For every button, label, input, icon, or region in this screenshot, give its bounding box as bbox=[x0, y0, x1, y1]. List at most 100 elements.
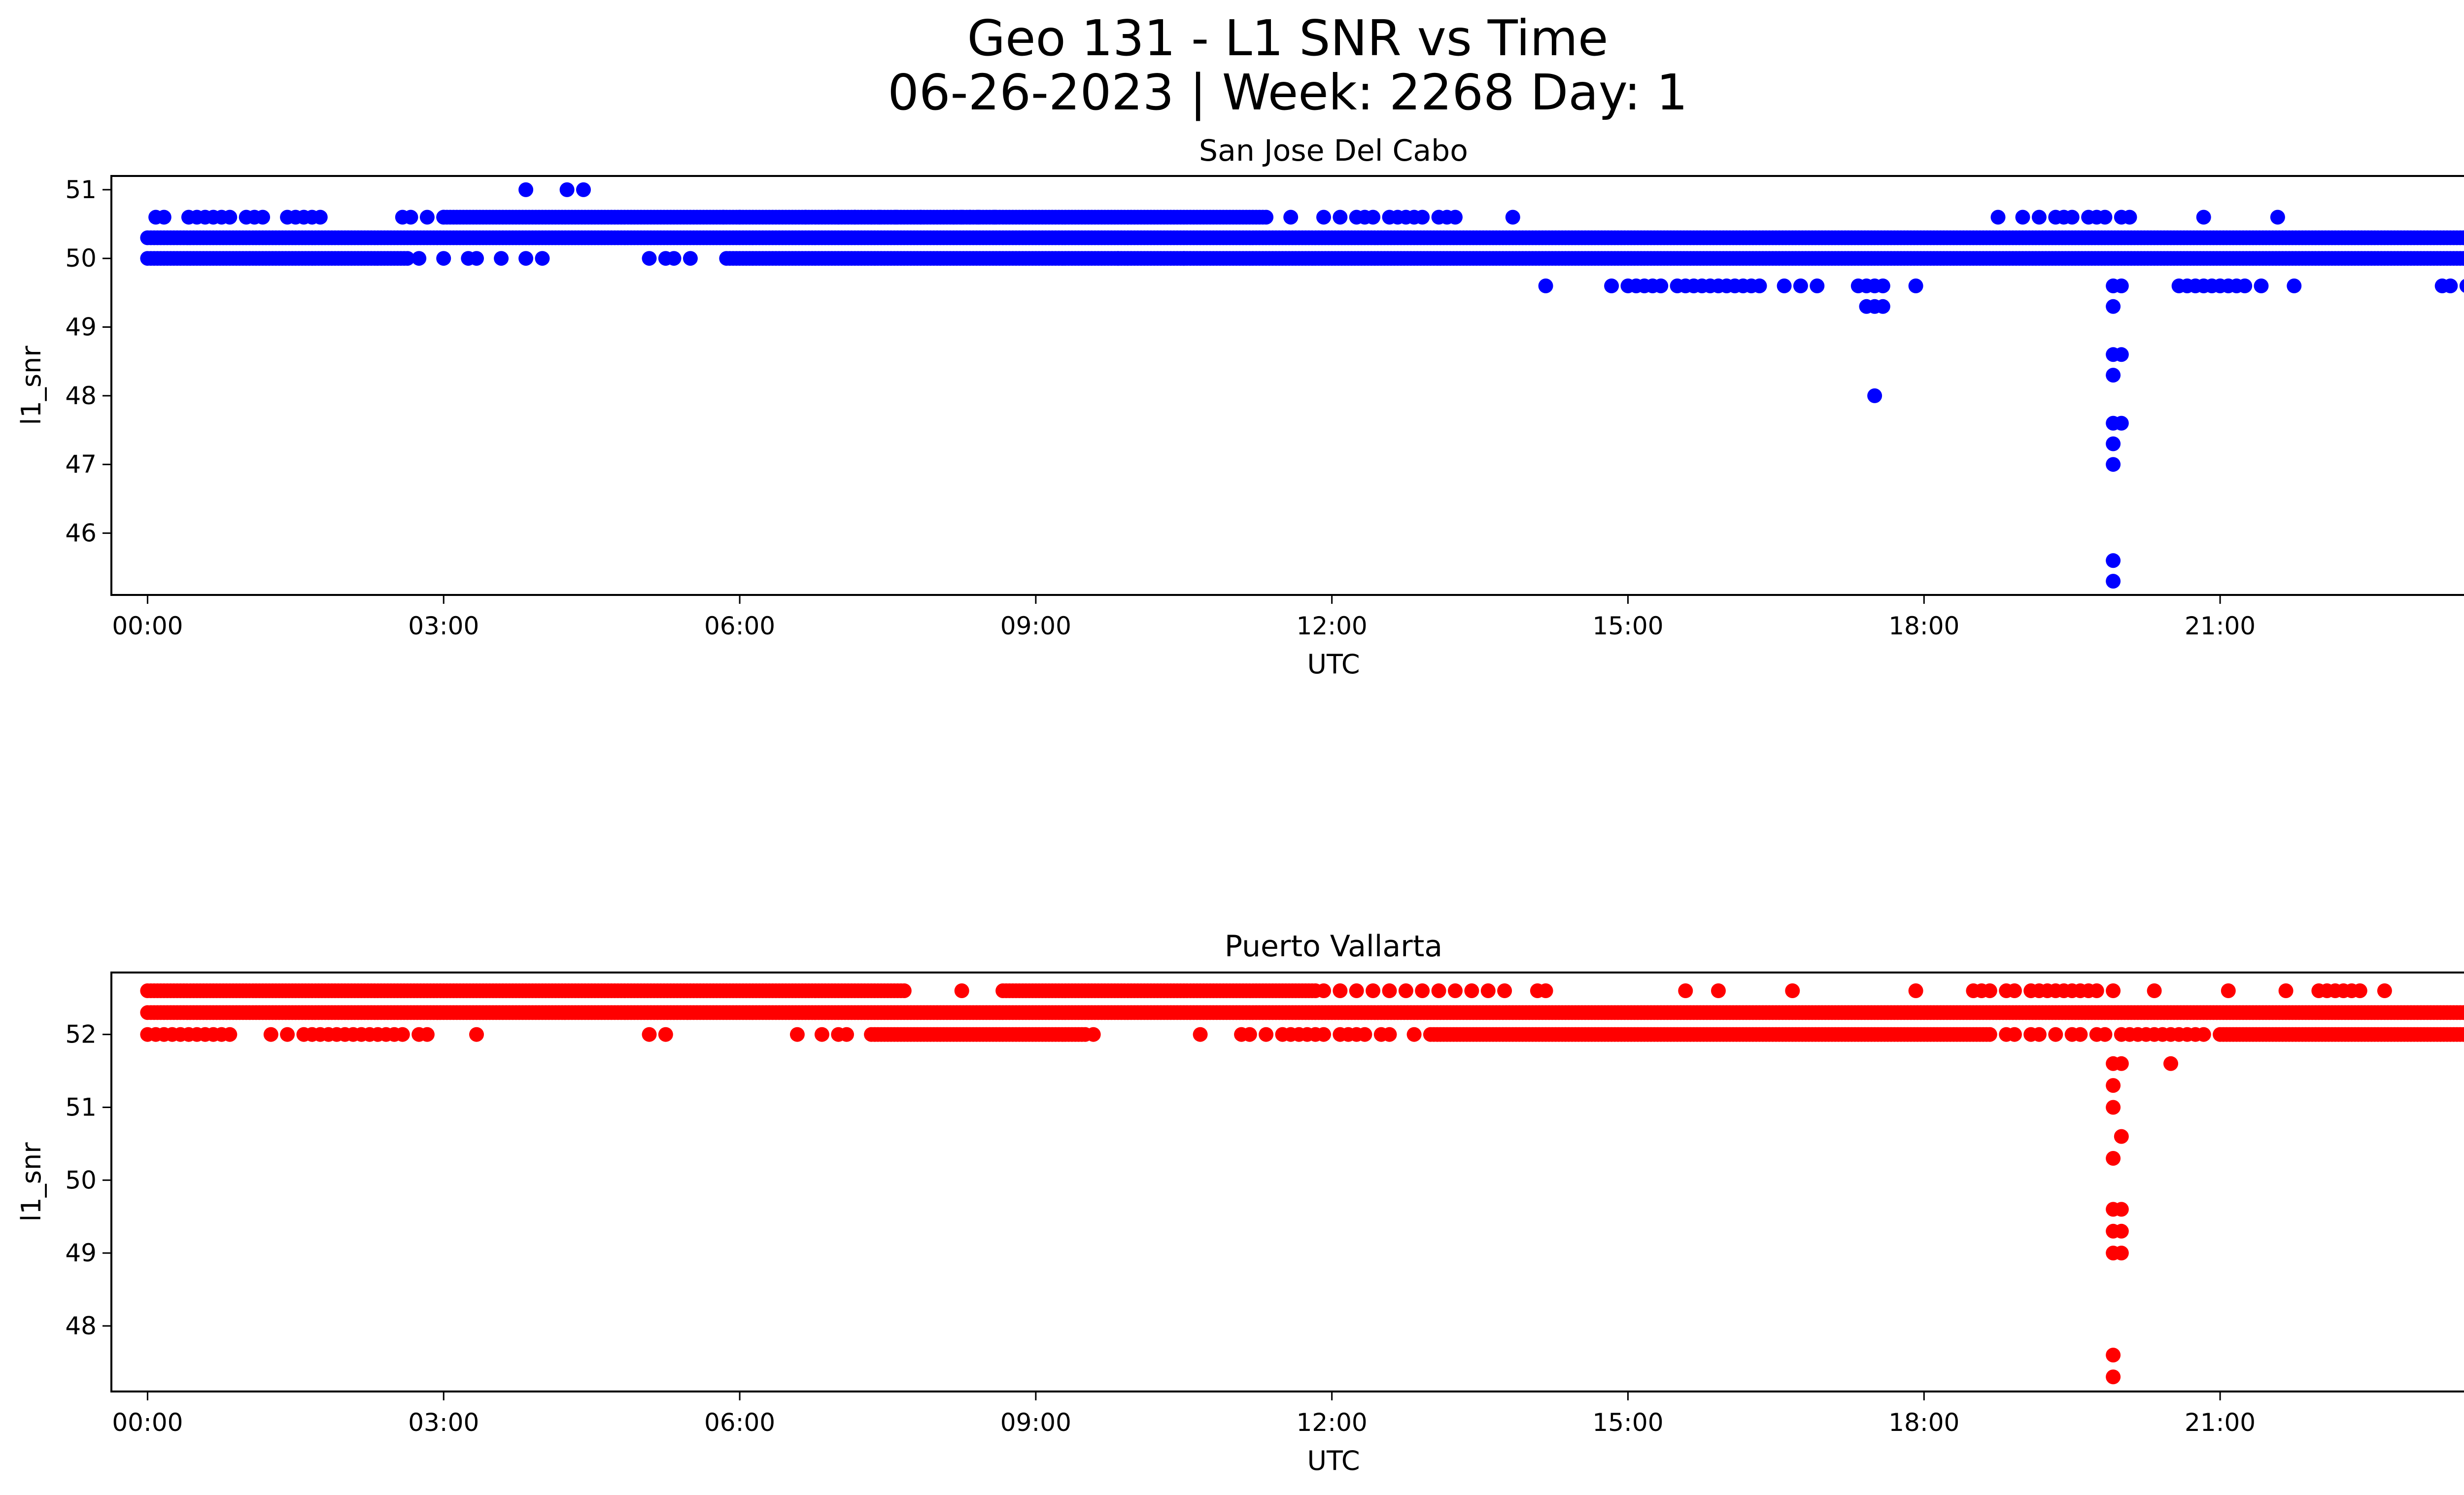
x-tick-label: 06:00 bbox=[704, 1408, 775, 1437]
puerto-vallarta-point bbox=[1982, 1027, 1997, 1042]
puerto-vallarta-point bbox=[1333, 983, 1348, 998]
y-tick-label: 52 bbox=[65, 1020, 97, 1049]
puerto-vallarta-point bbox=[1464, 983, 1479, 998]
san-jose-del-cabo-title: San Jose Del Cabo bbox=[1199, 134, 1468, 168]
san-jose-del-cabo-point bbox=[436, 209, 451, 225]
san-jose-del-cabo-point bbox=[2459, 279, 2464, 293]
san-jose-del-cabo-point bbox=[847, 209, 862, 225]
puerto-vallarta-point bbox=[2106, 983, 2121, 998]
san-jose-del-cabo-point bbox=[222, 209, 238, 225]
puerto-vallarta-point bbox=[1382, 983, 1397, 998]
san-jose-del-cabo-point bbox=[913, 209, 928, 225]
puerto-vallarta-x-label: UTC bbox=[1307, 1445, 1360, 1476]
san-jose-del-cabo-point bbox=[312, 209, 328, 225]
san-jose-del-cabo-point bbox=[2114, 278, 2129, 293]
puerto-vallarta-point bbox=[2352, 983, 2367, 998]
san-jose-del-cabo-point bbox=[518, 251, 534, 266]
y-tick-label: 48 bbox=[65, 382, 97, 410]
san-jose-del-cabo-point bbox=[2015, 209, 2030, 225]
san-jose-del-cabo-point bbox=[1333, 209, 1348, 225]
san-jose-del-cabo-point bbox=[2114, 347, 2129, 362]
x-tick-label: 21:00 bbox=[2185, 1408, 2256, 1437]
san-jose-del-cabo-point bbox=[1867, 388, 1882, 403]
san-jose-del-cabo-point bbox=[518, 182, 534, 197]
puerto-vallarta-point bbox=[814, 1027, 829, 1042]
san-jose-del-cabo-point bbox=[889, 209, 904, 225]
puerto-vallarta-point bbox=[2106, 1100, 2121, 1115]
puerto-vallarta-point bbox=[1316, 1027, 1331, 1042]
san-jose-del-cabo-point bbox=[716, 209, 731, 225]
puerto-vallarta-point bbox=[1785, 983, 1800, 998]
san-jose-del-cabo-point bbox=[419, 209, 435, 225]
san-jose-del-cabo-point bbox=[576, 182, 591, 197]
puerto-vallarta-x-ticks: 00:00 03:00 06:00 09:00 12:00 15:00 18:00 21:00… bbox=[112, 1391, 2256, 1437]
san-jose-del-cabo-point bbox=[1316, 209, 1331, 225]
puerto-vallarta-point bbox=[2114, 1056, 2129, 1071]
san-jose-del-cabo-point bbox=[156, 209, 171, 225]
san-jose-del-cabo-point bbox=[1604, 278, 1619, 293]
san-jose-del-cabo-point bbox=[2106, 368, 2121, 383]
puerto-vallarta-point bbox=[1366, 983, 1381, 998]
puerto-vallarta-point bbox=[1259, 1027, 1274, 1042]
san-jose-del-cabo-point bbox=[2237, 278, 2253, 293]
puerto-vallarta-point bbox=[2221, 983, 2236, 998]
puerto-vallarta-point bbox=[2196, 1027, 2211, 1042]
san-jose-del-cabo-point bbox=[2114, 416, 2129, 431]
y-tick-label: 47 bbox=[65, 450, 97, 479]
x-tick-label: 15:00 bbox=[1592, 1408, 1663, 1437]
san-jose-del-cabo-point bbox=[1875, 278, 1890, 293]
puerto-vallarta-point bbox=[1480, 983, 1496, 998]
san-jose-del-cabo-point bbox=[798, 209, 813, 225]
san-jose-del-cabo-x-label: UTC bbox=[1307, 649, 1360, 680]
puerto-vallarta-point bbox=[1086, 1027, 1101, 1042]
san-jose-del-cabo-point bbox=[987, 209, 1002, 225]
san-jose-del-cabo-point bbox=[1259, 209, 1274, 225]
puerto-vallarta-point bbox=[2089, 983, 2104, 998]
x-tick-label: 00:00 bbox=[112, 612, 183, 640]
x-tick-label: 15:00 bbox=[1592, 612, 1663, 640]
puerto-vallarta-point bbox=[1448, 983, 1463, 998]
puerto-vallarta-point bbox=[954, 983, 969, 998]
y-tick-label: 51 bbox=[65, 175, 97, 204]
san-jose-del-cabo-chart: San Jose Del Cabo 00:00 03:00 06:00 09:00 12… bbox=[16, 134, 2464, 680]
puerto-vallarta-title: Puerto Vallarta bbox=[1225, 929, 1442, 964]
puerto-vallarta-point bbox=[1538, 983, 1553, 998]
y-tick-label: 48 bbox=[65, 1312, 97, 1340]
puerto-vallarta-point bbox=[839, 1027, 854, 1042]
puerto-vallarta-point bbox=[1678, 983, 1693, 998]
puerto-vallarta-point bbox=[2073, 1027, 2088, 1042]
puerto-vallarta-point bbox=[658, 1027, 673, 1042]
puerto-vallarta-point bbox=[2114, 1246, 2129, 1261]
san-jose-del-cabo-point bbox=[1908, 278, 1923, 293]
san-jose-del-cabo-point bbox=[2106, 436, 2121, 452]
puerto-vallarta-axes-frame bbox=[110, 972, 2464, 1392]
san-jose-del-cabo-point bbox=[535, 251, 550, 266]
san-jose-del-cabo-point bbox=[872, 209, 887, 225]
puerto-vallarta-point bbox=[1497, 983, 1512, 998]
san-jose-del-cabo-point bbox=[1777, 278, 1792, 293]
puerto-vallarta-points bbox=[140, 983, 2464, 1385]
san-jose-del-cabo-point bbox=[403, 209, 418, 225]
puerto-vallarta-y-label: l1_snr bbox=[16, 1142, 47, 1222]
puerto-vallarta-point bbox=[2377, 983, 2392, 998]
x-tick-label: 18:00 bbox=[1888, 612, 1959, 640]
san-jose-del-cabo-point bbox=[1653, 278, 1669, 293]
san-jose-del-cabo-point bbox=[666, 251, 682, 266]
y-tick-label: 50 bbox=[65, 1166, 97, 1194]
san-jose-del-cabo-point bbox=[2459, 251, 2464, 266]
san-jose-del-cabo-point bbox=[2459, 231, 2464, 245]
puerto-vallarta-point bbox=[2463, 1008, 2464, 1017]
san-jose-del-cabo-point bbox=[1538, 278, 1553, 293]
puerto-vallarta-point bbox=[1398, 983, 1413, 998]
san-jose-del-cabo-point bbox=[2122, 209, 2137, 225]
puerto-vallarta-point bbox=[2106, 1078, 2121, 1093]
x-tick-label: 00:00 bbox=[112, 1408, 183, 1437]
puerto-vallarta-point bbox=[2147, 983, 2162, 998]
x-tick-label: 18:00 bbox=[1888, 1408, 1959, 1437]
puerto-vallarta-point bbox=[1316, 983, 1331, 998]
san-jose-del-cabo-point bbox=[1752, 278, 1767, 293]
san-jose-del-cabo-point bbox=[400, 251, 415, 266]
san-jose-del-cabo-point bbox=[2097, 209, 2113, 225]
puerto-vallarta-point bbox=[2007, 1027, 2022, 1042]
